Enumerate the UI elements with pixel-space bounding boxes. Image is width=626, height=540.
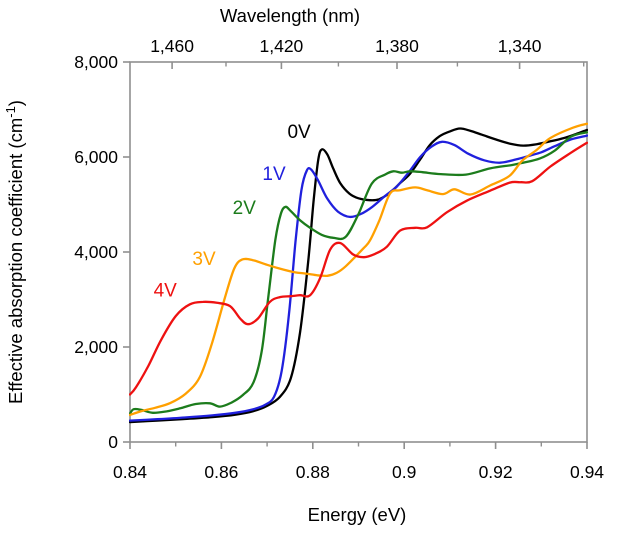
axes: 0.84 0.86 0.88 0.9 0.92 0.94 1,460 1,420 1,380 1,…: [74, 36, 604, 482]
top-tick-label: 1,460: [150, 36, 194, 56]
top-tick-label: 1,340: [498, 36, 542, 56]
curve-1V: [129, 134, 588, 422]
top-tick-label: 1,420: [260, 36, 304, 56]
curve-4V: [129, 141, 588, 396]
top-tick-label: 1,380: [375, 36, 419, 56]
left-tick-label: 6,000: [74, 147, 118, 167]
bottom-axis-title: Energy (eV): [308, 504, 407, 525]
left-axis-title: Effective absorption coefficient (cm-1): [3, 100, 26, 404]
bottom-tick-label: 0.92: [479, 462, 513, 482]
curve-3V: [129, 122, 588, 417]
left-tick-label: 0: [108, 432, 118, 452]
bottom-tick-label: 0.86: [204, 462, 238, 482]
bottom-tick-label: 0.88: [296, 462, 330, 482]
bottom-tick-label: 0.84: [113, 462, 147, 482]
bottom-tick-label: 0.9: [392, 462, 416, 482]
curve-label-1V: 1V: [262, 164, 286, 185]
curve-label-3V: 3V: [192, 249, 216, 270]
curve-label-2V: 2V: [233, 198, 257, 219]
curve-0V: [129, 127, 588, 424]
left-tick-label: 8,000: [74, 52, 118, 72]
curve-label-0V: 0V: [287, 122, 311, 143]
curve-label-4V: 4V: [154, 281, 178, 302]
left-tick-label: 2,000: [74, 337, 118, 357]
curves: [129, 122, 588, 424]
curve-2V: [129, 131, 588, 415]
bottom-tick-label: 0.94: [570, 462, 604, 482]
top-axis-title: Wavelength (nm): [220, 5, 360, 26]
left-tick-label: 4,000: [74, 242, 118, 262]
